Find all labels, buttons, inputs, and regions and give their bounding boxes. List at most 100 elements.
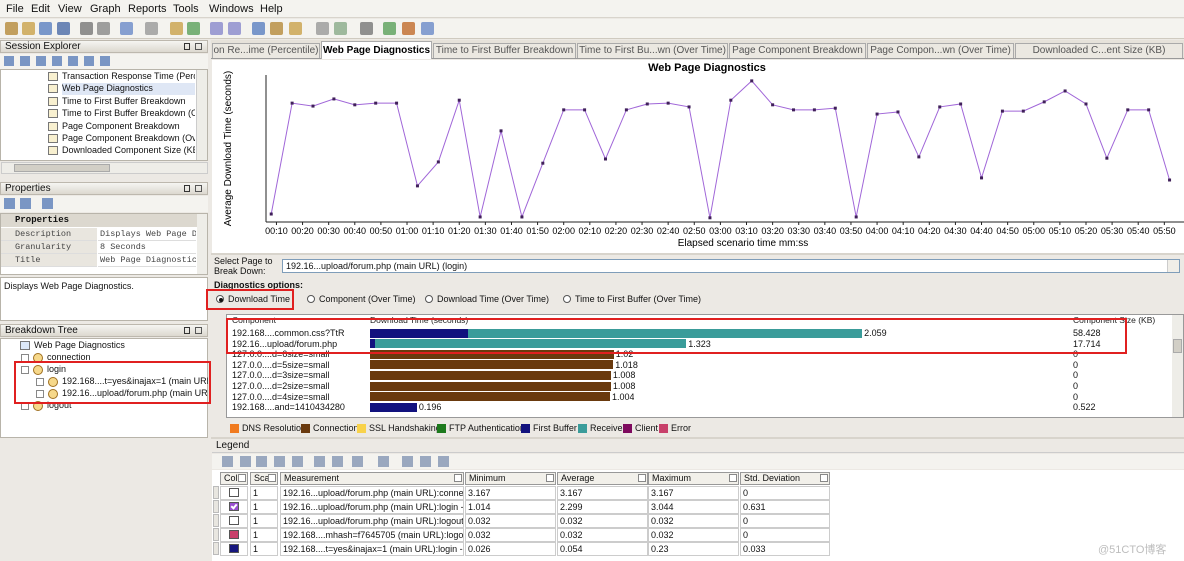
pin-button[interactable]: [184, 327, 190, 334]
column-header[interactable]: Average: [557, 472, 648, 485]
column-filter[interactable]: [238, 474, 246, 482]
toolbar-button[interactable]: [334, 22, 347, 35]
toolbar-button[interactable]: [145, 22, 158, 35]
column-filter[interactable]: [729, 474, 737, 482]
toolbar-button[interactable]: [274, 456, 285, 467]
toolbar-button[interactable]: [420, 456, 431, 467]
radio-label[interactable]: Component (Over Time): [319, 294, 416, 304]
color-swatch[interactable]: [229, 544, 239, 553]
color-swatch[interactable]: [229, 516, 239, 525]
column-header[interactable]: Maximum: [648, 472, 739, 485]
toolbar-button[interactable]: [314, 456, 325, 467]
toolbar-button[interactable]: [42, 198, 53, 209]
close-button[interactable]: [195, 185, 202, 192]
toolbar-button[interactable]: [240, 456, 251, 467]
scroll-thumb[interactable]: [14, 164, 110, 172]
tab[interactable]: Page Compon...wn (Over Time): [867, 43, 1014, 58]
menu-item[interactable]: View: [58, 3, 82, 15]
toolbar-button[interactable]: [352, 456, 363, 467]
tree-item[interactable]: login: [47, 364, 67, 374]
toolbar-button[interactable]: [270, 22, 283, 35]
toolbar-button[interactable]: [170, 22, 183, 35]
toolbar-button[interactable]: [332, 456, 343, 467]
menu-item[interactable]: File: [6, 3, 24, 15]
toolbar-button[interactable]: [210, 22, 223, 35]
toolbar-button[interactable]: [4, 198, 15, 209]
radio-label[interactable]: Time to First Buffer (Over Time): [575, 294, 702, 304]
pin-button[interactable]: [184, 43, 190, 50]
column-filter[interactable]: [268, 474, 276, 482]
toolbar-button[interactable]: [120, 22, 133, 35]
toolbar-button[interactable]: [68, 56, 78, 66]
tree-item[interactable]: Page Component Breakdown (Over: [62, 133, 195, 143]
column-filter[interactable]: [546, 474, 554, 482]
toolbar-button[interactable]: [292, 456, 303, 467]
tab[interactable]: Web Page Diagnostics: [321, 41, 432, 59]
tree-item[interactable]: Transaction Response Time (Percen: [62, 71, 195, 81]
radio-button[interactable]: [425, 295, 433, 303]
component-name[interactable]: 192.168....common.css?TtR: [232, 328, 345, 338]
toolbar-button[interactable]: [100, 56, 110, 66]
toolbar-button[interactable]: [402, 456, 413, 467]
toolbar-button[interactable]: [187, 22, 200, 35]
radio-button[interactable]: [563, 295, 571, 303]
color-swatch[interactable]: [229, 488, 239, 497]
radio-button[interactable]: [307, 295, 315, 303]
toolbar-button[interactable]: [20, 198, 31, 209]
toolbar-button[interactable]: [5, 22, 18, 35]
component-name[interactable]: 127.0.0....d=2size=small: [232, 381, 330, 391]
column-filter[interactable]: [454, 474, 462, 482]
tree-expander[interactable]: [21, 366, 29, 374]
toolbar-button[interactable]: [402, 22, 415, 35]
tree-item[interactable]: Time to First Buffer Breakdown (Ove: [62, 108, 195, 119]
component-name[interactable]: 192.168....and=1410434280: [232, 402, 345, 413]
column-header[interactable]: Std. Deviation: [740, 472, 830, 485]
menu-item[interactable]: Graph: [90, 3, 121, 15]
toolbar-button[interactable]: [256, 456, 267, 467]
tab[interactable]: Time to First Buffer Breakdown: [433, 43, 576, 58]
dropdown[interactable]: 192.16...upload/forum.php (main URL) (lo…: [282, 259, 1180, 273]
component-name[interactable]: 127.0.0....d=3size=small: [232, 370, 330, 381]
toolbar-button[interactable]: [80, 22, 93, 35]
scroll-thumb[interactable]: [1173, 339, 1182, 353]
tab[interactable]: Page Component Breakdown: [729, 43, 866, 58]
toolbar-button[interactable]: [57, 22, 70, 35]
tree-item[interactable]: Downloaded Component Size (KB): [62, 145, 195, 156]
column-header[interactable]: Measurement: [280, 472, 464, 485]
toolbar-button[interactable]: [289, 22, 302, 35]
menu-item[interactable]: Windows: [209, 3, 254, 15]
close-button[interactable]: [195, 43, 202, 50]
color-swatch[interactable]: [229, 502, 239, 511]
toolbar-button[interactable]: [20, 56, 30, 66]
toolbar-button[interactable]: [222, 456, 233, 467]
menu-item[interactable]: Reports: [128, 3, 167, 15]
component-name[interactable]: 192.16...upload/forum.php: [232, 338, 338, 349]
toolbar-button[interactable]: [52, 56, 62, 66]
column-filter[interactable]: [638, 474, 646, 482]
pin-button[interactable]: [184, 185, 190, 192]
menu-item[interactable]: Help: [260, 3, 283, 15]
tree-item[interactable]: Time to First Buffer Breakdown: [62, 95, 186, 106]
dropdown-button[interactable]: [1167, 260, 1179, 272]
toolbar-button[interactable]: [97, 22, 110, 35]
toolbar-button[interactable]: [438, 456, 449, 467]
toolbar-button[interactable]: [84, 56, 94, 66]
tree-item[interactable]: 192.16...upload/forum.php (main URL): [62, 388, 208, 398]
tab[interactable]: on Re...ime (Percentile): [212, 43, 320, 58]
tree-item[interactable]: connection: [47, 352, 91, 362]
menu-item[interactable]: Edit: [31, 3, 50, 15]
component-name[interactable]: 127.0.0....d=5size=small: [232, 359, 330, 370]
radio-label[interactable]: Download Time (Over Time): [437, 294, 550, 304]
toolbar-button[interactable]: [383, 22, 396, 35]
tree-item[interactable]: Page Component Breakdown: [62, 120, 180, 131]
close-button[interactable]: [195, 327, 202, 334]
tree-expander[interactable]: [36, 390, 44, 398]
tree-item[interactable]: Web Page Diagnostics: [34, 340, 125, 350]
tree-item[interactable]: 192.168....t=yes&inajax=1 (main URL): [62, 376, 208, 386]
toolbar-button[interactable]: [316, 22, 329, 35]
component-name[interactable]: 127.0.0....d=6size=small: [232, 349, 330, 360]
column-header[interactable]: Minimum: [465, 472, 556, 485]
toolbar-button[interactable]: [228, 22, 241, 35]
tree-item[interactable]: Web Page Diagnostics: [62, 83, 195, 96]
toolbar-button[interactable]: [39, 22, 52, 35]
